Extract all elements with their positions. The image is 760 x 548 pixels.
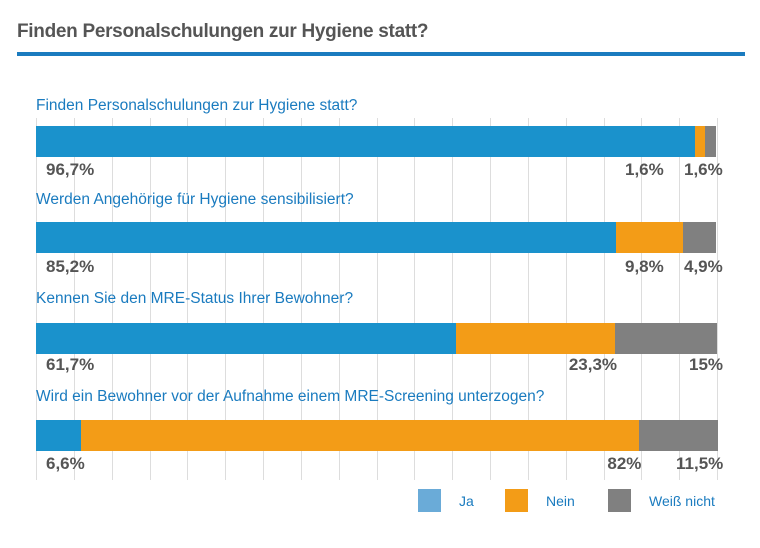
gridline bbox=[641, 118, 643, 480]
category-label: Wird ein Bewohner vor der Aufnahme einem… bbox=[36, 388, 545, 405]
legend-swatch bbox=[418, 489, 441, 512]
gridline bbox=[679, 118, 681, 480]
value-label: 82% bbox=[607, 454, 642, 473]
title-divider bbox=[17, 52, 745, 56]
bar-segment-wei-nicht bbox=[682, 222, 717, 253]
gridline bbox=[187, 118, 189, 480]
category-label: Werden Angehörige für Hygiene sensibilis… bbox=[36, 191, 354, 208]
gridline bbox=[490, 118, 491, 480]
value-label: 11,5% bbox=[676, 454, 724, 473]
legend-swatch bbox=[608, 489, 631, 512]
legend-swatch bbox=[505, 489, 528, 512]
gridline bbox=[565, 118, 567, 480]
gridline bbox=[73, 118, 75, 480]
gridline bbox=[111, 118, 113, 480]
value-label: 1,6% bbox=[684, 160, 723, 179]
value-label: 1,6% bbox=[625, 160, 664, 179]
legend-item: Weiß nicht bbox=[608, 489, 715, 512]
legend-label: Ja bbox=[459, 492, 474, 509]
value-label: 85,2% bbox=[46, 257, 95, 276]
bar-segment-ja bbox=[36, 126, 695, 157]
page-title: Finden Personalschulungen zur Hygiene st… bbox=[17, 21, 429, 42]
bar-segment-nein bbox=[616, 222, 683, 253]
value-label: 4,9% bbox=[684, 257, 723, 276]
bar-segment-ja bbox=[36, 420, 81, 451]
value-label: 61,7% bbox=[46, 355, 95, 374]
bar-segment-wei-nicht bbox=[614, 323, 717, 354]
value-label: 6,6% bbox=[46, 454, 85, 473]
legend-label: Nein bbox=[546, 492, 575, 509]
bar-segment-nein bbox=[694, 126, 706, 157]
gridline bbox=[717, 118, 718, 480]
bar-segment-nein bbox=[456, 323, 615, 354]
value-label: 15% bbox=[689, 355, 724, 374]
gridline bbox=[149, 118, 151, 480]
value-label: 96,7% bbox=[46, 160, 95, 179]
gridline bbox=[338, 118, 340, 480]
bar-segment-nein bbox=[80, 420, 640, 451]
gridline bbox=[225, 118, 227, 480]
gridline bbox=[527, 118, 529, 480]
gridline bbox=[263, 118, 264, 480]
bar-segment-wei-nicht bbox=[639, 420, 718, 451]
legend-item: Nein bbox=[505, 489, 575, 512]
legend-label: Weiß nicht bbox=[649, 492, 715, 509]
gridline bbox=[414, 118, 416, 480]
bar-segment-ja bbox=[36, 323, 457, 354]
bar-segment-wei-nicht bbox=[705, 126, 717, 157]
gridline bbox=[376, 118, 378, 480]
value-label: 23,3% bbox=[568, 355, 618, 374]
gridline bbox=[300, 118, 302, 480]
category-label: Kennen Sie den MRE-Status Ihrer Bewohner… bbox=[36, 290, 354, 307]
category-label: Finden Personalschulungen zur Hygiene st… bbox=[36, 97, 358, 114]
gridline bbox=[603, 118, 605, 480]
value-label: 9,8% bbox=[625, 257, 664, 276]
gridline bbox=[452, 118, 454, 480]
gridline bbox=[36, 118, 37, 480]
bar-segment-ja bbox=[36, 222, 617, 253]
legend-item: Ja bbox=[418, 489, 474, 512]
